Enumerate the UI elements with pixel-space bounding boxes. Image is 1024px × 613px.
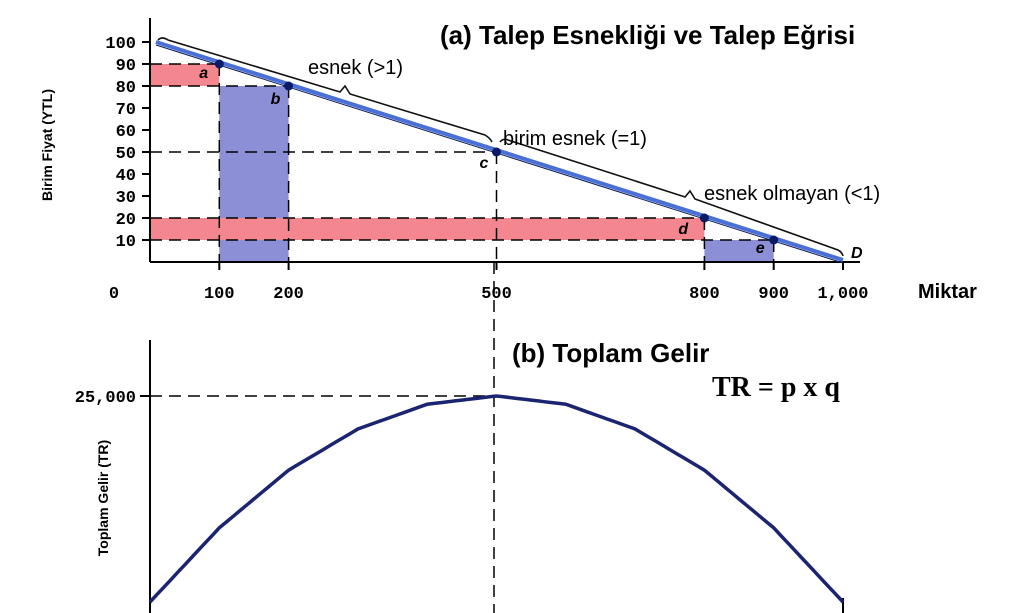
panel-a-x-label: Miktar: [918, 281, 977, 303]
point-e: [769, 235, 779, 245]
point-c: [492, 147, 501, 157]
panel-b-title: (b) Toplam Gelir: [512, 338, 709, 368]
point-d: [699, 213, 709, 223]
x-tick-label-1000: 1,000: [817, 285, 868, 304]
y-tick-label-20: 20: [116, 211, 136, 230]
brace-elastic: [157, 37, 493, 143]
y-tick-label-50: 50: [116, 145, 136, 164]
shaded-area-4: [704, 240, 774, 262]
y-tick-label-80: 80: [116, 79, 136, 98]
point-a: [214, 59, 224, 69]
demand-label: D: [851, 245, 863, 262]
panel-a-y-label: Birim Fiyat (YTL): [39, 89, 55, 201]
point-b: [284, 81, 294, 91]
point-label-b: b: [271, 91, 281, 108]
point-label-a: a: [199, 65, 208, 82]
annotation-elastic: esnek (>1): [308, 57, 403, 79]
x-tick-label-200: 200: [273, 285, 304, 304]
shaded-area-3: [150, 218, 705, 240]
y-tick-label-10: 10: [116, 233, 136, 252]
panel-a-y-ticks: 10 20 30 40 50 60 70 80 90 100: [105, 35, 150, 252]
y-tick-label-30: 30: [116, 189, 136, 208]
x-tick-label-0: 0: [109, 285, 119, 304]
y-tick-label-90: 90: [116, 57, 136, 76]
y-tick-label-70: 70: [116, 101, 136, 120]
point-label-c: c: [480, 155, 489, 172]
point-label-d: d: [678, 221, 689, 238]
shaded-area-1: [150, 64, 220, 86]
panel-b-y-label: Toplam Gelir (TR): [95, 440, 111, 556]
panel-b-y-tick-label: 25,000: [75, 389, 136, 408]
x-tick-label-500: 500: [481, 285, 512, 304]
annotation-inelastic: esnek olmayan (<1): [704, 183, 880, 205]
x-tick-label-800: 800: [689, 285, 720, 304]
x-tick-label-900: 900: [758, 285, 789, 304]
annotation-unit-elastic: birim esnek (=1): [503, 128, 647, 150]
panel-a-title: (a) Talep Esnekliği ve Talep Eğrisi: [440, 20, 855, 50]
panel-a-x-ticks: 0 100 200 500 800 900 1,000: [109, 262, 869, 304]
y-tick-label-40: 40: [116, 167, 136, 186]
total-revenue-curve: [148, 394, 845, 604]
x-tick-label-100: 100: [204, 285, 235, 304]
revenue-formula: TR = p x q: [712, 372, 840, 403]
brace-inelastic: [499, 138, 844, 257]
y-tick-label-100: 100: [105, 35, 136, 54]
point-label-e: e: [756, 240, 765, 257]
y-tick-label-60: 60: [116, 123, 136, 142]
demand-points: a b c d e: [199, 59, 779, 257]
